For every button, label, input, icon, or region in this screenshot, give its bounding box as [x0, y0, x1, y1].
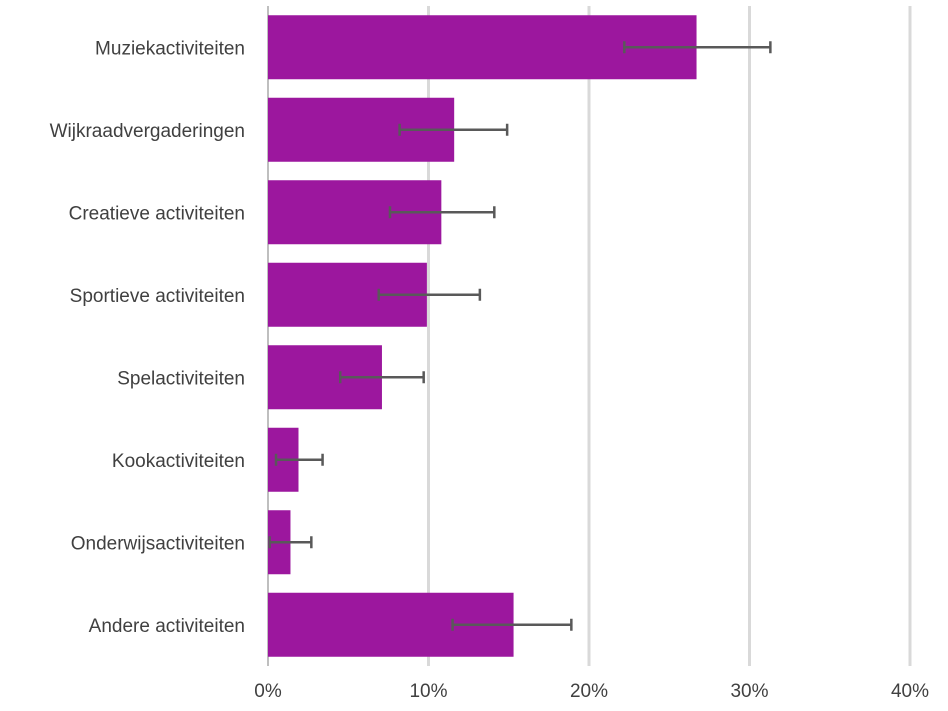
error-bar — [451, 618, 573, 631]
x-tick-label: 0% — [254, 681, 282, 702]
error-bar — [274, 453, 324, 466]
category-label: Wijkraadvergaderingen — [50, 121, 245, 142]
error-bar — [398, 123, 509, 136]
x-tick-label: 30% — [730, 681, 768, 702]
category-labels: Muziekactiviteiten Wijkraadvergaderingen C… — [50, 38, 245, 637]
error-bar — [377, 288, 482, 301]
category-label: Creatieve activiteiten — [69, 203, 245, 224]
category-label: Muziekactiviteiten — [95, 38, 245, 59]
category-label: Spelactiviteiten — [117, 368, 245, 389]
bars — [268, 15, 697, 657]
category-label: Onderwijsactiviteiten — [71, 533, 245, 554]
error-bar — [338, 371, 425, 384]
x-tick-label: 20% — [570, 681, 608, 702]
x-tick-label: 40% — [891, 681, 929, 702]
x-tick-labels: 0% 10% 20% 30% 40% — [254, 681, 929, 702]
error-bar — [623, 41, 772, 54]
error-bar — [268, 536, 313, 549]
error-bars — [268, 41, 772, 631]
category-label: Sportieve activiteiten — [70, 286, 245, 307]
x-tick-label: 10% — [409, 681, 447, 702]
category-label: Kookactiviteiten — [112, 451, 245, 472]
category-label: Andere activiteiten — [89, 616, 245, 637]
error-bar — [388, 206, 496, 219]
